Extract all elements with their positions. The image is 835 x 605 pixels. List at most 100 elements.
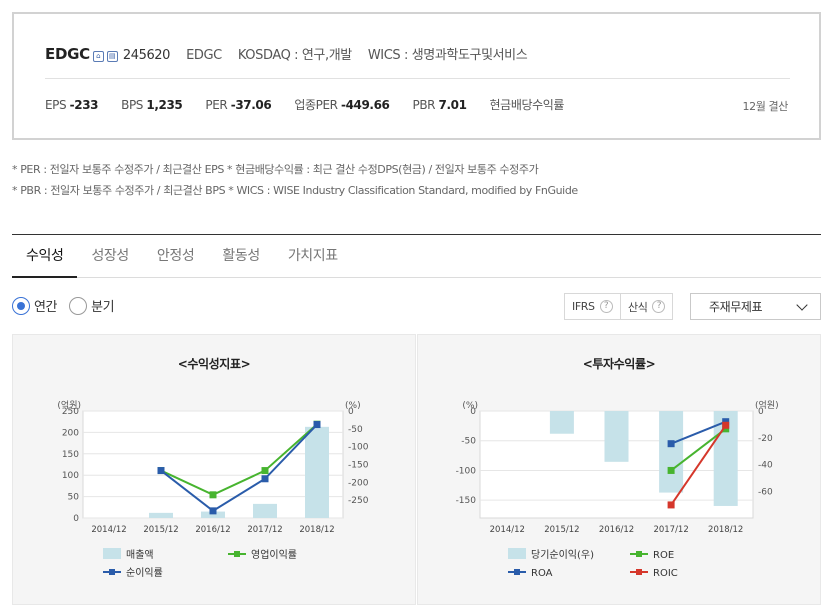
chevron-down-icon [796,299,808,311]
bar-매출액 [253,503,277,518]
point-순이익률 [157,467,165,475]
metric-per: PER -37.06 [205,98,272,112]
formula-button[interactable]: 산식 ? [620,293,674,320]
left-axis-unit: (%) [462,401,478,411]
tab-profitability[interactable]: 수익성 [12,235,78,278]
bar-당기순이익(우) [659,411,684,493]
metrics-row: EPS -233 BPS 1,235 PER -37.06 업종PER -449… [45,96,587,113]
plot-area [82,410,344,519]
help-icon[interactable]: ? [599,300,613,313]
point-ROIC [667,501,675,509]
legend-label: 매출액 [126,549,154,561]
x-tick-label: 2018/12 [708,525,743,535]
stock-summary-box: EDGC ⌂ ▤ 245620 EDGC KOSDAQ : 연구,개발 WICS… [12,12,821,140]
radio-annual[interactable]: 연간 [12,296,58,315]
tab-activity[interactable]: 활동성 [222,248,260,264]
return-chart-panel: <투자수익률> 0 -50 -100 -150 0 -20 -40 -60 (%) (억원) 201… [417,334,821,605]
radio-unchecked-indicator[interactable] [69,296,88,315]
summary-divider [45,78,790,79]
left-tick-label: 250 [62,407,79,417]
x-tick-label: 2014/12 [490,525,525,535]
fiscal-month: 12월 결산 [742,100,789,113]
x-tick-label: 2016/12 [599,525,634,535]
point-ROA [722,418,730,426]
series-line-ROA [670,420,727,445]
radio-quarterly-label: 분기 [91,300,115,315]
left-axis-unit: (억원) [57,399,81,411]
right-tick-label: -40 [758,461,773,471]
stock-code: 245620 [122,48,171,63]
series-line-ROE [670,428,727,472]
metric-dividend-yield: 현금배당수익률 [489,98,565,112]
tab-valuation[interactable]: 가치지표 [287,248,338,264]
point-영업이익률 [209,491,217,499]
tab-growth[interactable]: 성장성 [91,248,129,264]
tab-stability[interactable]: 안정성 [156,248,195,264]
profitability-chart: 0 50 100 150 200 250 0 -50 -100 -150 -200 -250 (억원) (… [57,399,369,579]
point-ROIC [722,421,730,429]
formula-label: 산식 [628,300,648,314]
right-tick-label: 0 [348,407,354,417]
bar-당기순이익(우) [604,411,629,462]
radio-quarterly[interactable]: 분기 [69,296,115,315]
legend-swatch-marker [109,569,115,575]
left-tick-label: 100 [62,471,79,481]
stock-short-name: EDGC [186,48,222,63]
right-tick-label: -150 [348,461,369,471]
series-line-ROIC [670,424,727,506]
right-tick-label: -250 [348,496,369,506]
stock-title-row: EDGC ⌂ ▤ 245620 EDGC KOSDAQ : 연구,개발 WICS… [45,44,528,63]
ifrs-button[interactable]: IFRS ? [564,293,621,320]
x-tick-label: 2016/12 [195,525,230,535]
right-axis-unit: (%) [345,401,361,411]
right-tick-label: 0 [758,407,764,417]
legend-label: 순이익률 [126,567,163,579]
x-tick-label: 2017/12 [653,525,688,535]
help-icon[interactable]: ? [652,300,666,313]
ifrs-label: IFRS [572,300,595,313]
point-ROA [667,440,675,448]
point-ROE [667,466,675,474]
right-axis-unit: (억원) [755,399,779,411]
legend-label: ROA [531,568,553,579]
financial-statement-select[interactable]: 주재무제표 [690,293,821,320]
x-tick-label: 2015/12 [544,525,579,535]
radio-annual-label: 연간 [34,300,58,315]
x-tick-label: 2014/12 [91,525,126,535]
note-line: * PBR : 전일자 보통주 수정주가 / 최근결산 BPS * WICS :… [12,184,578,197]
left-tick-label: 50 [68,493,80,503]
x-tick-label: 2017/12 [247,525,282,535]
bar-매출액 [149,512,173,518]
left-tick-label: 0 [470,407,476,417]
point-순이익률 [313,421,321,429]
left-tick-label: 0 [73,514,79,524]
x-tick-label: 2018/12 [299,525,334,535]
legend-label: 영업이익률 [251,548,297,561]
legend-swatch-marker [234,551,240,557]
bar-매출액 [305,426,329,518]
metric-industry-per: 업종PER -449.66 [294,98,390,112]
legend-swatch-marker [514,569,520,575]
document-icon[interactable]: ▤ [106,51,118,62]
legend-swatch-marker [636,551,642,557]
metric-eps: EPS -233 [45,98,99,112]
right-tick-label: -60 [758,487,773,497]
left-tick-label: 200 [62,428,79,438]
series-line-순이익률 [160,423,318,513]
legend-label: ROIC [653,568,678,579]
legend-swatch [508,548,526,559]
radio-checked-indicator[interactable] [12,296,30,315]
point-순이익률 [209,507,217,515]
right-tick-label: -200 [348,478,369,488]
left-tick-label: -50 [461,437,476,447]
home-icon[interactable]: ⌂ [92,51,104,62]
bar-당기순이익(우) [549,411,574,434]
profitability-chart-panel: <수익성지표> 0 50 100 150 200 250 0 -50 -100 -150 -200 -… [12,334,416,605]
right-tick-label: -20 [758,434,773,444]
point-ROE [722,425,730,433]
note-line: * PER : 전일자 보통주 수정주가 / 최근결산 EPS * 현금배당수익… [12,163,539,176]
metric-pbr: PBR 7.01 [412,98,467,112]
market-info: KOSDAQ : 연구,개발 [237,48,352,63]
legend-swatch [103,548,121,559]
wics-info: WICS : 생명과학도구및서비스 [367,48,528,63]
